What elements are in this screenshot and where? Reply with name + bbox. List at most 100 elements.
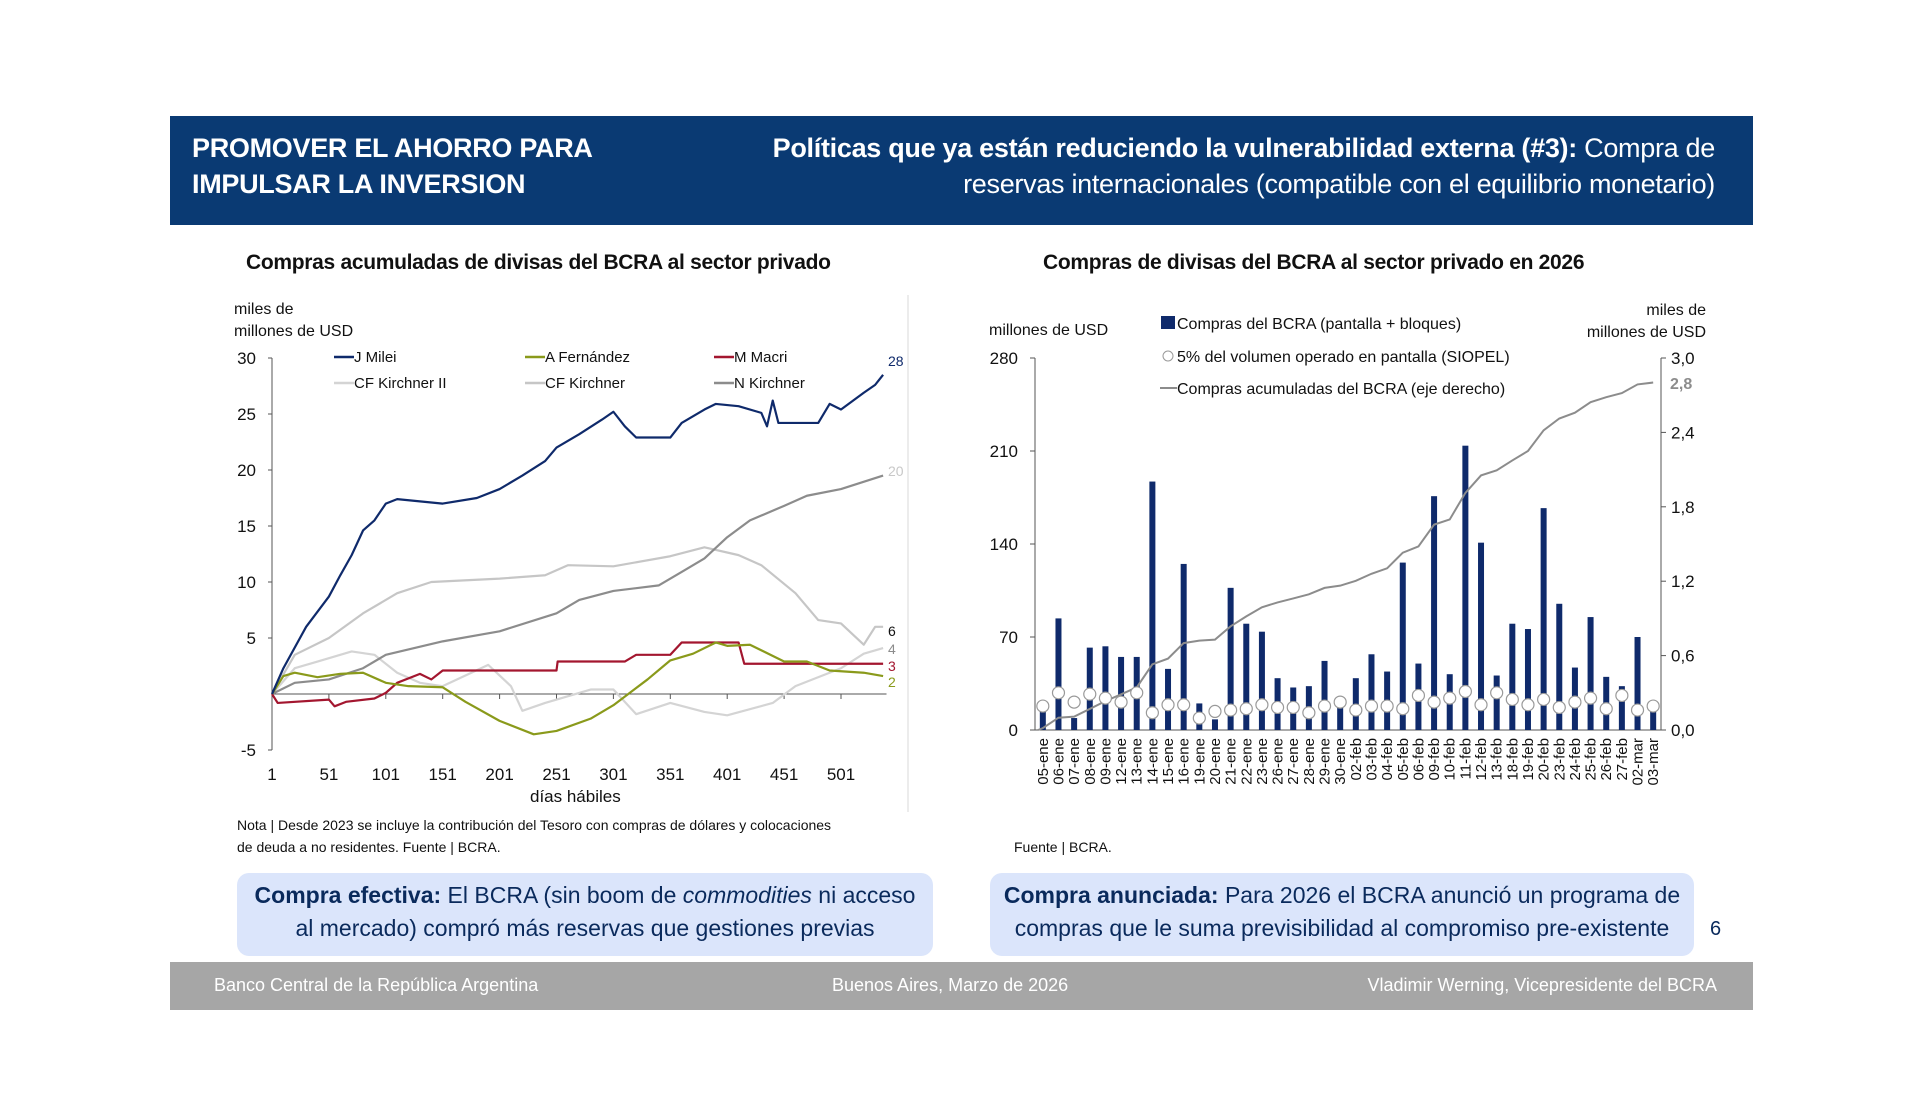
x-tick-label: 12-feb [1473,738,1490,781]
slide-title-bold: Políticas que ya están reduciendo la vul… [772,133,1578,163]
bar [1039,710,1046,730]
series-line-n-kirchner [271,474,884,695]
ylabel-line1: miles de [234,301,294,318]
legend-label: Compras acumuladas del BCRA (eje derecho… [1177,381,1505,398]
x-tick-label: 09-feb [1426,738,1443,781]
siopel-marker [1114,695,1128,709]
x-tick-label: 06-feb [1410,738,1427,781]
siopel-marker [1474,698,1488,712]
siopel-marker [1192,711,1206,725]
left-chart-xlabel: días hábiles [530,787,621,806]
series-line-m-macri [271,641,884,708]
callout-left-italic: commodities [682,882,812,908]
bar [1462,445,1469,730]
legend-swatch-marker [1162,350,1174,362]
x-tick-label: 26-ene [1270,738,1287,785]
legend-label: J Milei [354,349,397,366]
y-tick-label: 140 [990,535,1018,554]
x-tick-label: 23-ene [1254,738,1271,785]
x-tick-label: 101 [372,765,400,784]
callout-compra-efectiva: Compra efectiva: El BCRA (sin boom de co… [237,873,933,956]
legend-label: Compras del BCRA (pantalla + bloques) [1177,316,1461,333]
bar [1587,617,1594,730]
y-tick-label: 20 [237,461,256,480]
note-line2: de deuda a no residentes. Fuente | BCRA. [237,839,501,855]
end-label: 20 [888,463,904,479]
x-tick-label: 351 [656,765,684,784]
x-tick-label: 501 [827,765,855,784]
x-tick-label: 18-feb [1504,738,1521,781]
siopel-marker [1224,703,1238,717]
left-chart-ylabel: miles de millones de USD [234,299,353,343]
bar [1493,675,1500,730]
siopel-marker [1349,703,1363,717]
bar [1243,623,1250,730]
legend-swatch-bar [1161,316,1175,329]
siopel-marker [1615,688,1629,703]
series-line-j-milei [270,374,884,695]
x-tick-label: 08-ene [1082,738,1099,785]
x-tick-label: 09-ene [1097,738,1114,785]
x-tick-label: 21-ene [1223,738,1240,785]
x-tick-label: 07-ene [1066,738,1083,785]
bar [1368,654,1375,730]
legend-label: CF Kirchner II [354,375,447,392]
callout-left-bold: Compra efectiva: [254,882,442,908]
x-tick-label: 151 [429,765,457,784]
callout-left-text1: El BCRA (sin boom de [441,882,683,908]
siopel-marker [1286,700,1300,715]
end-label: 4 [888,641,896,657]
x-tick-label: 29-ene [1317,738,1334,785]
x-tick-label: 25-feb [1583,738,1600,781]
siopel-marker [1051,686,1066,700]
bar [1055,618,1062,730]
siopel-marker [1130,686,1144,700]
legend-label: 5% del volumen operado en pantalla (SIOP… [1177,349,1510,366]
legend-label: N Kirchner [734,375,805,392]
y-right-tick-label: 2,4 [1671,423,1695,442]
siopel-marker [1505,692,1519,707]
bar [1258,631,1265,730]
bar [1650,710,1657,730]
x-tick-label: 51 [319,765,338,784]
left-chart-title: Compras acumuladas de divisas del BCRA a… [246,251,831,274]
siopel-marker [1364,699,1379,713]
bar [1618,686,1625,730]
siopel-marker [1255,698,1269,712]
section-title-line2: IMPULSAR LA INVERSION [192,169,526,199]
x-tick-label: 24-feb [1567,738,1584,781]
bar [1227,587,1234,730]
legend-label: CF Kirchner [545,375,625,392]
x-tick-label: 401 [713,765,741,784]
x-tick-label: 06-ene [1050,738,1067,785]
siopel-marker [1098,691,1113,705]
siopel-marker [1067,695,1081,709]
bar [1399,562,1406,730]
bar [1071,718,1078,730]
siopel-marker [1333,695,1347,709]
siopel-marker [1036,699,1050,713]
siopel-marker [1208,704,1222,719]
end-label: 28 [888,353,904,369]
bar [1509,623,1516,730]
x-tick-label: 30-ene [1332,738,1349,785]
siopel-marker [1270,700,1285,715]
x-tick-label: 11-feb [1457,738,1474,779]
bar [1337,706,1344,730]
x-tick-label: 05-ene [1035,738,1052,785]
end-label: 6 [888,623,896,639]
slide-title: Políticas que ya están reduciendo la vul… [665,130,1716,202]
legend-label: M Macri [734,349,787,366]
siopel-marker [1537,692,1551,707]
siopel-marker [1443,691,1457,705]
x-tick-label: 10-feb [1442,738,1459,781]
siopel-marker [1317,699,1332,713]
bar [1180,563,1187,730]
end-label: 2 [888,674,896,690]
x-tick-label: 15-ene [1160,738,1177,785]
x-tick-label: 27-feb [1614,738,1631,781]
siopel-marker [1490,686,1504,700]
legend-label: A Fernández [545,349,630,366]
callout-compra-anunciada: Compra anunciada: Para 2026 el BCRA anun… [990,873,1694,956]
